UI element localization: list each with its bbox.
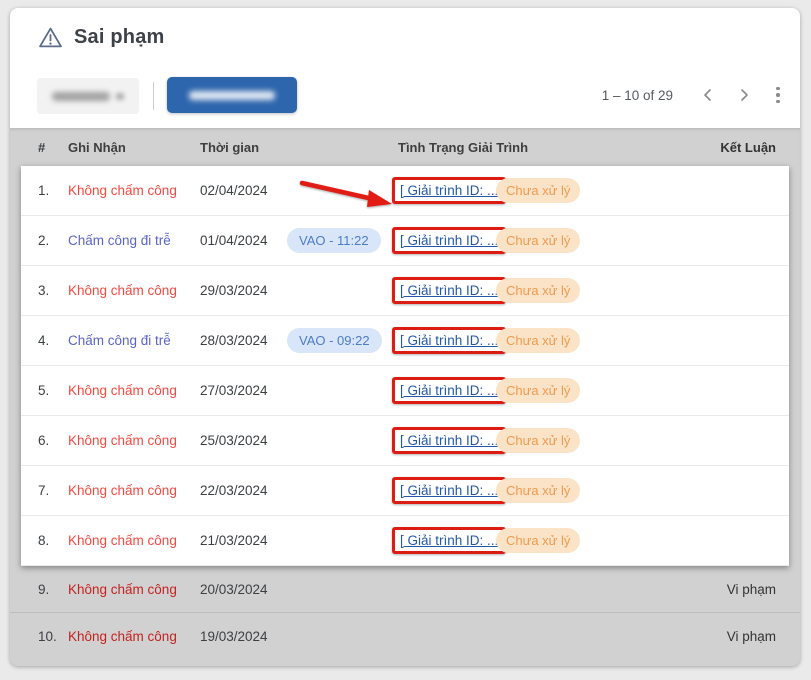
pagination: 1 – 10 of 29	[602, 82, 785, 108]
table-row: 7. Không chấm công 22/03/2024 [ Giải trì…	[21, 466, 789, 516]
status-badge: Chưa xử lý	[496, 228, 581, 253]
violation-type: Không chấm công	[68, 183, 177, 198]
explanation-link[interactable]: [ Giải trình ID: ...	[400, 233, 499, 248]
dimmed-rows-section: 9. Không chấm công 20/03/2024 Vi phạm 10…	[10, 566, 800, 660]
page-title: Sai phạm	[74, 26, 165, 48]
violation-type: Chấm công đi trễ	[68, 233, 171, 248]
blurred-label	[52, 91, 110, 101]
conclusion-label: Vi phạm	[726, 581, 776, 597]
violation-type: Không chấm công	[68, 383, 177, 398]
annotation-highlight-box: [ Giải trình ID: ...	[392, 427, 507, 454]
conclusion-label: Vi phạm	[726, 629, 776, 644]
check-in-time-chip: VAO - 09:22	[287, 328, 382, 353]
explanation-link[interactable]: [ Giải trình ID: ...	[400, 483, 499, 498]
violation-type: Không chấm công	[68, 581, 177, 597]
annotation-highlight-box: [ Giải trình ID: ...	[392, 527, 507, 554]
violations-card: Sai phạm 1 – 10 of 29	[10, 8, 800, 666]
violation-type: Không chấm công	[68, 533, 177, 548]
chevron-down-icon	[116, 92, 124, 100]
status-badge: Chưa xử lý	[496, 478, 581, 503]
violation-date: 20/03/2024	[200, 581, 268, 597]
blurred-label	[189, 90, 275, 100]
violation-date: 28/03/2024	[200, 333, 268, 348]
warning-triangle-icon	[38, 26, 63, 49]
table-row: 1. Không chấm công 02/04/2024 [ Giải trì…	[21, 166, 789, 216]
violation-type: Không chấm công	[68, 283, 177, 298]
title-bar: Sai phạm	[38, 26, 165, 49]
violation-date: 29/03/2024	[200, 283, 268, 298]
status-badge: Chưa xử lý	[496, 378, 581, 403]
toolbar-divider	[153, 82, 154, 110]
status-badge: Chưa xử lý	[496, 528, 581, 553]
violation-type: Không chấm công	[68, 483, 177, 498]
column-header-status: Tình Trạng Giải Trình	[398, 139, 529, 155]
chevron-right-icon[interactable]	[731, 82, 757, 108]
primary-action-button[interactable]	[167, 77, 297, 113]
table-header-row: # Ghi Nhận Thời gian Tình Trạng Giải Trì…	[10, 128, 800, 166]
column-header-num: #	[38, 139, 46, 155]
explanation-link[interactable]: [ Giải trình ID: ...	[400, 283, 499, 298]
table-row: 2. Chấm công đi trễ 01/04/2024 VAO - 11:…	[21, 216, 789, 266]
table-row: 5. Không chấm công 27/03/2024 [ Giải trì…	[21, 366, 789, 416]
annotation-highlight-box: [ Giải trình ID: ...	[392, 227, 507, 254]
violation-date: 27/03/2024	[200, 383, 268, 398]
status-badge: Chưa xử lý	[496, 278, 581, 303]
explanation-link[interactable]: [ Giải trình ID: ...	[400, 183, 499, 198]
status-badge: Chưa xử lý	[496, 178, 581, 203]
column-header-time: Thời gian	[200, 139, 260, 155]
annotation-highlight-box: [ Giải trình ID: ...	[392, 277, 507, 304]
violation-type: Không chấm công	[68, 433, 177, 448]
violation-type: Chấm công đi trễ	[68, 333, 171, 348]
explanation-link[interactable]: [ Giải trình ID: ...	[400, 433, 499, 448]
explanation-link[interactable]: [ Giải trình ID: ...	[400, 333, 499, 348]
violation-type: Không chấm công	[68, 629, 177, 644]
violation-date: 25/03/2024	[200, 433, 268, 448]
annotation-highlight-box: [ Giải trình ID: ...	[392, 477, 507, 504]
toolbar: 1 – 10 of 29	[10, 70, 800, 122]
status-badge: Chưa xử lý	[496, 428, 581, 453]
annotation-highlight-box: [ Giải trình ID: ...	[392, 327, 507, 354]
violation-date: 01/04/2024	[200, 233, 268, 248]
table-row: 8. Không chấm công 21/03/2024 [ Giải trì…	[21, 516, 789, 566]
filter-dropdown-button[interactable]	[37, 78, 139, 114]
card-header-section: Sai phạm 1 – 10 of 29	[10, 8, 800, 128]
check-in-time-chip: VAO - 11:22	[287, 228, 381, 253]
annotation-highlight-box: [ Giải trình ID: ...	[392, 177, 507, 204]
violation-date: 22/03/2024	[200, 483, 268, 498]
chevron-left-icon[interactable]	[695, 82, 721, 108]
table-row: 9. Không chấm công 20/03/2024 Vi phạm	[10, 566, 800, 613]
table-row: 6. Không chấm công 25/03/2024 [ Giải trì…	[21, 416, 789, 466]
column-header-conclusion: Kết Luận	[720, 139, 776, 155]
violation-date: 19/03/2024	[200, 629, 268, 644]
table-row: 4. Chấm công đi trễ 28/03/2024 VAO - 09:…	[21, 316, 789, 366]
explanation-link[interactable]: [ Giải trình ID: ...	[400, 533, 499, 548]
table-row: 10. Không chấm công 19/03/2024 Vi phạm	[10, 613, 800, 660]
violation-date: 21/03/2024	[200, 533, 268, 548]
violation-date: 02/04/2024	[200, 183, 268, 198]
status-badge: Chưa xử lý	[496, 328, 581, 353]
kebab-menu-icon[interactable]	[771, 86, 785, 104]
column-header-record: Ghi Nhận	[68, 139, 126, 155]
annotation-highlight-box: [ Giải trình ID: ...	[392, 377, 507, 404]
explanation-link[interactable]: [ Giải trình ID: ...	[400, 383, 499, 398]
highlighted-rows-section: 1. Không chấm công 02/04/2024 [ Giải trì…	[21, 166, 789, 566]
table-row: 3. Không chấm công 29/03/2024 [ Giải trì…	[21, 266, 789, 316]
pagination-range: 1 – 10 of 29	[601, 87, 673, 103]
